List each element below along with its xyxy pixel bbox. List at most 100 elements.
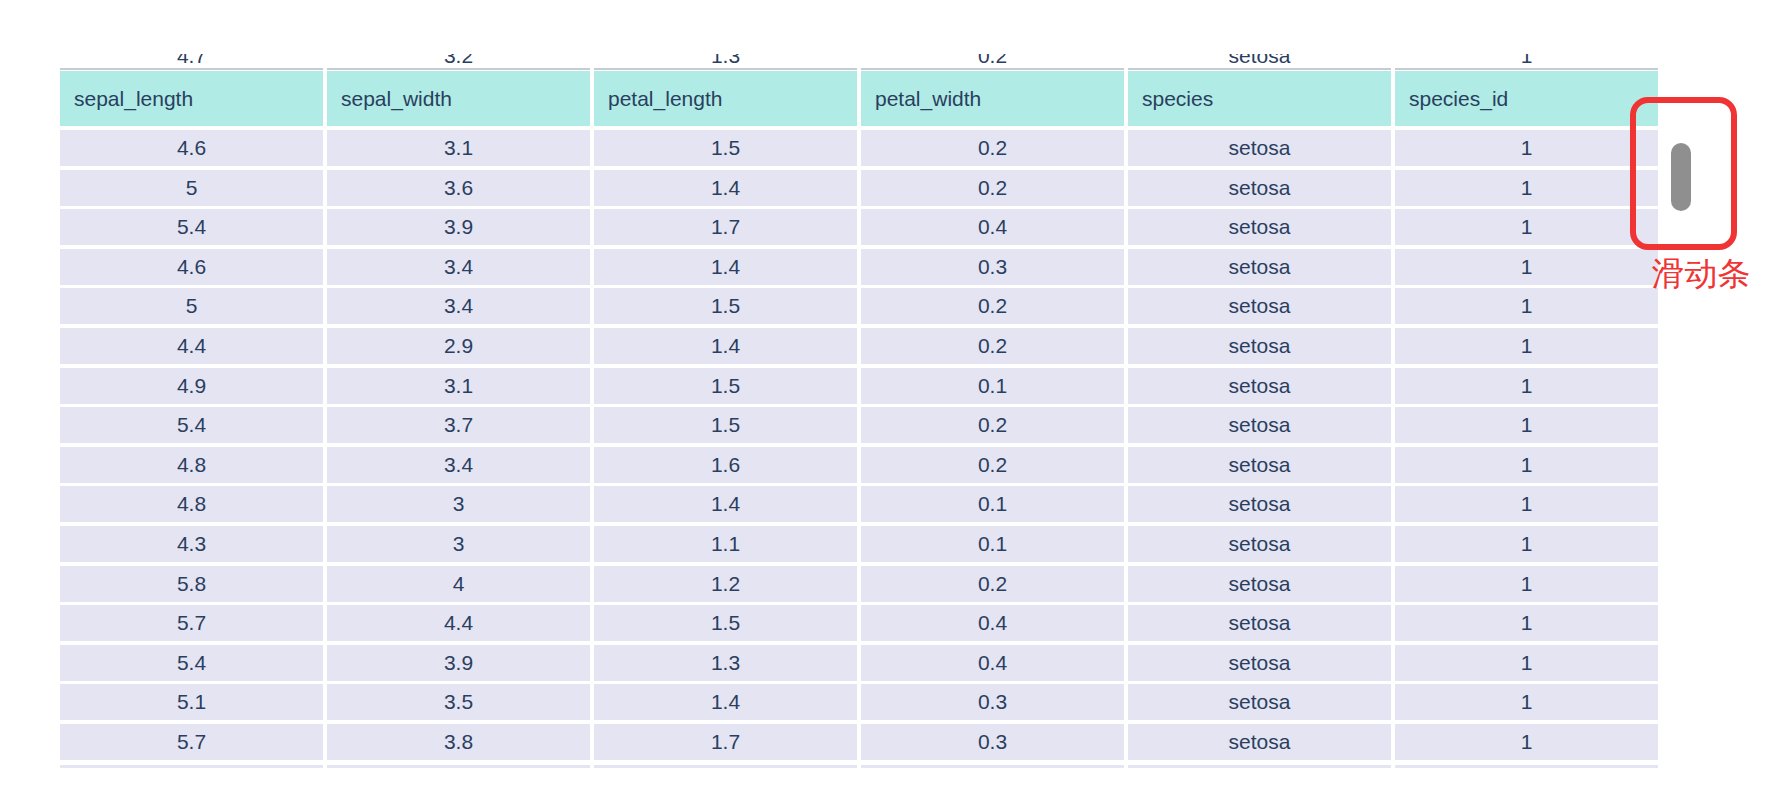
partial-row-cell: 3.2: [327, 54, 590, 70]
table-cell: 1: [1395, 447, 1658, 483]
table-cell: 1: [1395, 486, 1658, 522]
table-cell: 0.3: [861, 684, 1124, 720]
table-cell: 3.7: [327, 407, 590, 443]
table-cell: setosa: [1128, 328, 1391, 364]
table-cell: 1: [1395, 288, 1658, 324]
table-cell: setosa: [1128, 447, 1391, 483]
table-cell: 5.4: [60, 645, 323, 681]
table-cell: 1.3: [594, 645, 857, 681]
partial-bottom-row: [60, 765, 1658, 768]
table-cell: 3.9: [327, 645, 590, 681]
table-cell: 1: [1395, 724, 1658, 760]
table-cell: 1.2: [594, 566, 857, 602]
table-cell: setosa: [1128, 288, 1391, 324]
table-cell: 0.2: [861, 288, 1124, 324]
table-cell: setosa: [1128, 368, 1391, 404]
partial-bottom-cell: [1395, 765, 1658, 768]
table-cell: setosa: [1128, 724, 1391, 760]
table-cell: 0.1: [861, 526, 1124, 562]
table-cell: 3.4: [327, 249, 590, 285]
table-cell: 0.3: [861, 249, 1124, 285]
table-cell: 1: [1395, 170, 1658, 206]
table-cell: 4.6: [60, 249, 323, 285]
table-cell: 1.5: [594, 368, 857, 404]
table-cell: 1.5: [594, 605, 857, 641]
column-header: species: [1128, 71, 1391, 126]
table-header-row: sepal_lengthsepal_widthpetal_lengthpetal…: [60, 71, 1658, 126]
column-header: sepal_length: [60, 71, 323, 126]
table-cell: 3.8: [327, 724, 590, 760]
table-cell: 0.1: [861, 486, 1124, 522]
table-cell: 5: [60, 170, 323, 206]
partial-row-cell: 4.7: [60, 54, 323, 70]
table-body: 4.63.11.50.2setosa153.61.40.2setosa15.43…: [60, 130, 1658, 760]
table-cell: 1: [1395, 328, 1658, 364]
column-header: petal_width: [861, 71, 1124, 126]
table-cell: 0.2: [861, 170, 1124, 206]
table-cell: 3: [327, 486, 590, 522]
table-cell: 1.7: [594, 209, 857, 245]
table-cell: 0.2: [861, 407, 1124, 443]
table-cell: 0.2: [861, 447, 1124, 483]
table-cell: 1.6: [594, 447, 857, 483]
table-cell: 3.4: [327, 447, 590, 483]
table-cell: 1: [1395, 684, 1658, 720]
table-cell: 1: [1395, 130, 1658, 166]
table-cell: 1: [1395, 605, 1658, 641]
partial-bottom-cell: [60, 765, 323, 768]
table-cell: 1.4: [594, 249, 857, 285]
table-cell: 3: [327, 526, 590, 562]
table-cell: 5.7: [60, 724, 323, 760]
table-cell: setosa: [1128, 407, 1391, 443]
partial-bottom-cell: [861, 765, 1124, 768]
table-cell: 1: [1395, 645, 1658, 681]
partial-row-cell: 0.2: [861, 54, 1124, 70]
table-cell: 3.4: [327, 288, 590, 324]
table-cell: 1.1: [594, 526, 857, 562]
table-cell: 1.5: [594, 130, 857, 166]
table-cell: 0.4: [861, 645, 1124, 681]
annotation-label: 滑动条: [1628, 256, 1770, 292]
table-cell: 3.6: [327, 170, 590, 206]
column-header: petal_length: [594, 71, 857, 126]
table-cell: setosa: [1128, 566, 1391, 602]
table-cell: setosa: [1128, 130, 1391, 166]
table-cell: 1: [1395, 209, 1658, 245]
table-cell: 0.3: [861, 724, 1124, 760]
table-cell: 4.6: [60, 130, 323, 166]
page: 4.73.21.30.2setosa1 sepal_lengthsepal_wi…: [0, 0, 1770, 806]
table-cell: setosa: [1128, 170, 1391, 206]
table-cell: 0.4: [861, 605, 1124, 641]
table-cell: setosa: [1128, 645, 1391, 681]
partial-row-cell: 1: [1395, 54, 1658, 70]
partial-row-cell: 1.3: [594, 54, 857, 70]
table-cell: 1.5: [594, 288, 857, 324]
table-cell: 0.1: [861, 368, 1124, 404]
partial-bottom-cell: [1128, 765, 1391, 768]
table-cell: 0.2: [861, 130, 1124, 166]
table-cell: setosa: [1128, 209, 1391, 245]
table-cell: 5.8: [60, 566, 323, 602]
table-cell: 3.1: [327, 130, 590, 166]
partially-scrolled-row: 4.73.21.30.2setosa1: [60, 54, 1658, 70]
table-cell: 4.8: [60, 447, 323, 483]
table-cell: 1.5: [594, 407, 857, 443]
table-cell: setosa: [1128, 526, 1391, 562]
table-cell: 1.4: [594, 684, 857, 720]
table-cell: 3.1: [327, 368, 590, 404]
table-cell: 4.4: [327, 605, 590, 641]
table-cell: 4: [327, 566, 590, 602]
table-cell: 1.7: [594, 724, 857, 760]
partial-bottom-cell: [327, 765, 590, 768]
table-cell: 5: [60, 288, 323, 324]
table-cell: 5.1: [60, 684, 323, 720]
table-cell: setosa: [1128, 486, 1391, 522]
table-cell: 1: [1395, 526, 1658, 562]
table-cell: 0.2: [861, 566, 1124, 602]
table-cell: 1.4: [594, 486, 857, 522]
table-cell: 1: [1395, 407, 1658, 443]
column-header: species_id: [1395, 71, 1658, 126]
table-cell: 4.4: [60, 328, 323, 364]
column-header: sepal_width: [327, 71, 590, 126]
table-cell: setosa: [1128, 684, 1391, 720]
